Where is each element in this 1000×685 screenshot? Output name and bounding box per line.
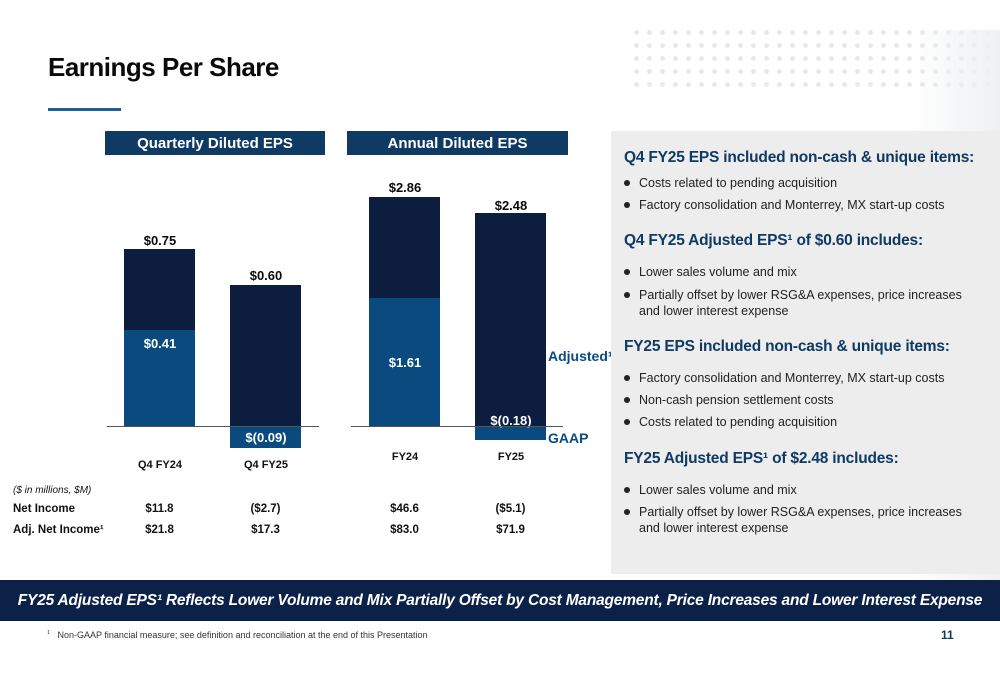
annual-axis-line bbox=[351, 426, 563, 427]
bullet-dot-icon bbox=[624, 509, 630, 515]
page-number: 11 bbox=[941, 628, 954, 642]
xlabel-fy25: FY25 bbox=[497, 451, 525, 463]
label-q4fy24-gaap: $0.41 bbox=[143, 336, 177, 351]
xlabel-fy24: FY24 bbox=[391, 451, 419, 463]
cell-fy24-net-income: $46.6 bbox=[390, 503, 419, 515]
commentary-panel bbox=[611, 131, 1000, 574]
bullet-dot-icon bbox=[624, 375, 630, 381]
bar-fy24-adjusted bbox=[369, 197, 440, 298]
panel-heading-q4-items: Q4 FY25 EPS included non-cash & unique i… bbox=[624, 149, 975, 166]
bullet-dot-icon bbox=[624, 202, 630, 208]
legend-adjusted: Adjusted¹ bbox=[548, 348, 613, 364]
footnote: 1 Non-GAAP financial measure; see defini… bbox=[47, 630, 428, 640]
bullet-dot-icon bbox=[624, 180, 630, 186]
label-q4fy24-adjusted: $0.75 bbox=[143, 233, 177, 248]
label-fy25-gaap: $(0.18) bbox=[490, 413, 532, 428]
cell-fy25-net-income: ($5.1) bbox=[495, 503, 526, 515]
footnote-marker: 1 bbox=[47, 630, 50, 636]
cell-q4fy25-net-income: ($2.7) bbox=[250, 503, 281, 515]
bullet-dot-icon bbox=[624, 397, 630, 403]
bar-q4fy25-adjusted bbox=[230, 285, 301, 426]
footnote-text: Non-GAAP financial measure; see definiti… bbox=[57, 630, 428, 640]
takeaway-banner: FY25 Adjusted EPS¹ Reflects Lower Volume… bbox=[0, 580, 1000, 621]
row-label-adj-net-income: Adj. Net Income¹ bbox=[13, 524, 104, 536]
page-title: Earnings Per Share bbox=[48, 52, 279, 82]
bullet-item: Costs related to pending acquisition bbox=[624, 175, 984, 191]
cell-fy25-adj-net-income: $71.9 bbox=[496, 524, 525, 536]
bar-fy25-gaap bbox=[475, 426, 546, 440]
label-fy24-gaap: $1.61 bbox=[388, 355, 422, 370]
bullet-dot-icon bbox=[624, 269, 630, 275]
bullet-item: Partially offset by lower RSG&A expenses… bbox=[624, 287, 984, 319]
units-note: ($ in millions, $M) bbox=[13, 485, 92, 496]
panel-heading-fy25-adjusted: FY25 Adjusted EPS¹ of $2.48 includes: bbox=[624, 450, 899, 467]
bullet-item: Costs related to pending acquisition bbox=[624, 414, 984, 430]
bullet-item: Partially offset by lower RSG&A expenses… bbox=[624, 504, 984, 536]
label-fy24-adjusted: $2.86 bbox=[388, 180, 422, 195]
label-q4fy25-adjusted: $0.60 bbox=[249, 268, 283, 283]
cell-q4fy25-adj-net-income: $17.3 bbox=[251, 524, 280, 536]
bar-fy25-adjusted bbox=[475, 213, 546, 426]
quarterly-axis-line bbox=[107, 426, 319, 427]
row-label-net-income: Net Income bbox=[13, 503, 75, 515]
bar-q4fy24-adjusted bbox=[124, 249, 195, 330]
xlabel-q4fy24: Q4 FY24 bbox=[137, 459, 183, 471]
bullet-item: Lower sales volume and mix bbox=[624, 482, 984, 498]
label-fy25-adjusted: $2.48 bbox=[494, 198, 528, 213]
cell-q4fy24-net-income: $11.8 bbox=[145, 503, 174, 515]
bullet-item: Factory consolidation and Monterrey, MX … bbox=[624, 197, 984, 213]
bullet-item: Non-cash pension settlement costs bbox=[624, 392, 984, 408]
bullet-item: Factory consolidation and Monterrey, MX … bbox=[624, 370, 984, 386]
legend-gaap: GAAP bbox=[548, 430, 589, 446]
bar-q4fy24-gaap bbox=[124, 330, 195, 426]
label-q4fy25-gaap: $(0.09) bbox=[245, 430, 287, 445]
bullet-dot-icon bbox=[624, 292, 630, 298]
panel-heading-q4-adjusted: Q4 FY25 Adjusted EPS¹ of $0.60 includes: bbox=[624, 232, 923, 249]
bullet-dot-icon bbox=[624, 487, 630, 493]
bullet-item: Lower sales volume and mix bbox=[624, 264, 984, 280]
bar-q4fy25-gaap bbox=[230, 426, 301, 448]
cell-q4fy24-adj-net-income: $21.8 bbox=[145, 524, 174, 536]
bar-fy24-gaap bbox=[369, 298, 440, 426]
cell-fy24-adj-net-income: $83.0 bbox=[390, 524, 419, 536]
bullet-dot-icon bbox=[624, 419, 630, 425]
panel-heading-fy25-items: FY25 EPS included non-cash & unique item… bbox=[624, 338, 950, 355]
xlabel-q4fy25: Q4 FY25 bbox=[243, 459, 289, 471]
annual-chart-header: Annual Diluted EPS bbox=[347, 131, 568, 155]
quarterly-chart-header: Quarterly Diluted EPS bbox=[105, 131, 325, 155]
title-underline bbox=[48, 108, 121, 111]
